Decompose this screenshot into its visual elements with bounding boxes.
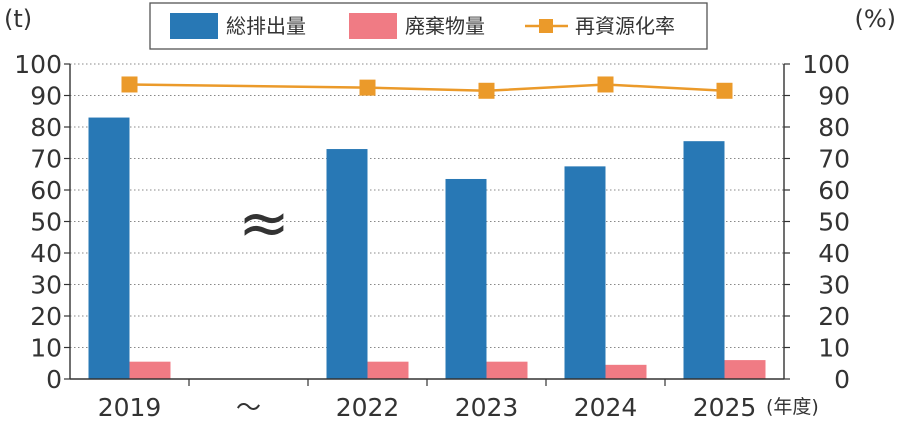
left-tick-label: 20 [30,302,62,331]
recycle-rate-point-2019 [121,76,138,93]
x-tick-label: 〜 [236,393,261,422]
legend-label-total: 総排出量 [226,14,306,38]
bar-total-2019 [88,117,130,380]
axis-break-marker: ≈ [238,186,290,259]
recycle-rate-point-2025 [716,82,733,99]
bar-total-2023 [445,178,487,379]
left-tick-label: 100 [14,50,62,79]
legend-swatch-waste [349,13,397,39]
recycle-rate-point-2022 [359,79,376,96]
x-tick-label: 2022 [336,393,400,422]
axes [64,63,790,386]
right-axis-unit: (%) [854,5,896,33]
legend-label-waste: 廃棄物量 [405,14,485,38]
legend: 総排出量 廃棄物量 再資源化率 [149,2,708,50]
legend-swatch-total [170,13,218,39]
x-tick-label: 2024 [574,393,638,422]
x-tick-label: 2023 [455,393,519,422]
recycle-rate-point-2024 [597,76,614,93]
right-tick-label: 20 [818,302,850,331]
right-tick-label: 0 [834,365,850,394]
bar-waste-2022 [367,361,409,379]
left-tick-label: 60 [30,176,62,205]
recycle-rate-line [121,76,733,99]
right-tick-label: 100 [802,50,850,79]
legend-marker-recycle [539,19,553,33]
legend-box [149,2,708,50]
bar-waste-2019 [129,361,171,379]
right-tick-label: 30 [818,271,850,300]
x-axis-ticks: 2019 〜 2022 2023 2024 2025 [98,393,757,422]
bar-total-2025 [683,141,725,379]
x-axis-unit: (年度) [766,396,819,418]
right-tick-label: 40 [818,239,850,268]
bar-waste-2025 [724,360,766,379]
right-tick-label: 90 [818,82,850,111]
left-axis-unit: (t) [4,5,32,33]
right-tick-label: 70 [818,145,850,174]
left-tick-label: 30 [30,271,62,300]
bar-waste-2023 [486,361,528,379]
recycle-rate-point-2023 [478,82,495,99]
left-tick-label: 90 [30,82,62,111]
bar-total-2024 [564,166,606,379]
left-tick-label: 0 [46,365,62,394]
bar-waste-2024 [605,364,647,379]
bars [88,117,766,380]
left-tick-label: 50 [30,208,62,237]
right-tick-label: 80 [818,113,850,142]
recycle-rate-path [129,83,725,93]
x-tick-label: 2019 [98,393,162,422]
right-tick-label: 50 [818,208,850,237]
bar-total-2022 [326,149,368,379]
right-tick-label: 60 [818,176,850,205]
legend-label-recycle: 再資源化率 [575,14,675,38]
left-tick-label: 40 [30,239,62,268]
left-tick-label: 80 [30,113,62,142]
left-tick-label: 10 [30,334,62,363]
left-tick-label: 70 [30,145,62,174]
grid [70,63,784,348]
x-tick-label: 2025 [693,393,757,422]
right-tick-label: 10 [818,334,850,363]
